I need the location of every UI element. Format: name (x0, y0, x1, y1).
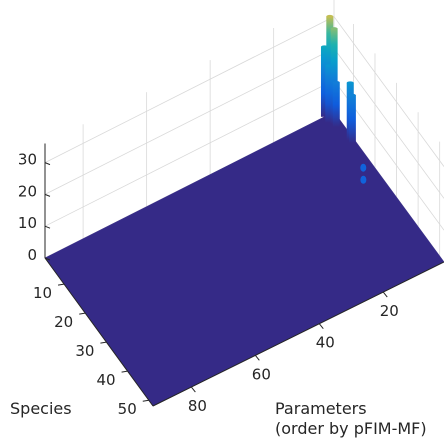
peak-6 (348, 95, 356, 144)
peak-1 (330, 28, 338, 125)
peak-top-1 (330, 27, 338, 31)
parameter-tick-label-20: 20 (380, 302, 399, 320)
peak-top-6 (348, 93, 356, 97)
peak-top-4 (332, 80, 340, 84)
surface-base-plane (44, 111, 444, 407)
parameter-tick-label-80: 80 (188, 397, 207, 415)
parameter-tick-label-40: 40 (316, 334, 335, 352)
parameter-tick-label-60: 60 (252, 365, 271, 383)
parameter-tick-20 (382, 291, 388, 298)
peak-3 (325, 65, 333, 123)
surface (44, 111, 444, 407)
z-tick-label-0: 0 (27, 246, 37, 264)
grid-line-z-30 (44, 16, 444, 167)
peak-top-5 (346, 81, 354, 85)
z-tick-label-10: 10 (18, 214, 37, 232)
z-tick-label-20: 20 (18, 182, 37, 200)
peak-top-2 (320, 45, 328, 49)
species-axis-label: Species (10, 399, 72, 418)
z-tick-label-30: 30 (18, 151, 37, 169)
z-tick-30 (44, 162, 51, 166)
species-tick-50 (142, 399, 149, 402)
z-tick-10 (44, 225, 51, 229)
species-tick-10 (57, 283, 65, 286)
peak-2 (320, 46, 328, 117)
z-tick-20 (44, 193, 51, 197)
surface-peaks (320, 14, 367, 184)
peak-7 (360, 163, 367, 172)
species-tick-label-10: 10 (33, 284, 52, 302)
peak-top-3 (325, 63, 333, 67)
species-tick-label-30: 30 (75, 342, 94, 360)
species-tick-30 (100, 341, 107, 344)
parameter-tick-80 (190, 386, 196, 393)
species-tick-label-50: 50 (118, 400, 137, 418)
peak-top-0 (326, 14, 334, 18)
species-tick-label-40: 40 (96, 371, 115, 389)
peak-8 (360, 175, 367, 184)
parameters-axis-label-line-2: (order by pFIM-MF) (275, 419, 427, 438)
parameter-tick-60 (254, 355, 260, 361)
parameter-tick-40 (318, 323, 324, 330)
parameters-axis-label-line-1: Parameters (275, 399, 367, 418)
species-tick-label-20: 20 (54, 313, 73, 331)
species-tick-40 (121, 370, 128, 373)
parameter-axis-line (152, 261, 444, 407)
labels: Species Parameters (order by pFIM-MF) (10, 399, 427, 438)
species-axis-line (44, 257, 154, 407)
peak-4 (332, 82, 340, 127)
species-tick-20 (79, 312, 86, 315)
